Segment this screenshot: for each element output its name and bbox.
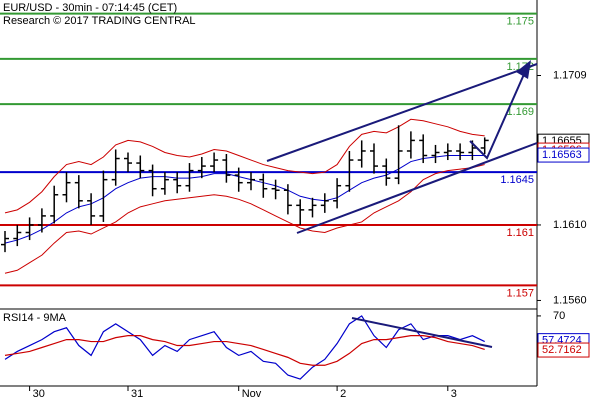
level-label: 1.1645 [500, 174, 534, 186]
x-tick-label: 31 [131, 388, 143, 400]
overlay-line [4, 118, 485, 214]
price-tag [537, 147, 590, 163]
channel-lower [296, 142, 538, 234]
x-tick-label: 2 [340, 388, 346, 400]
rsi-tick-label: 70 [553, 310, 565, 322]
forecast-arrow [469, 71, 526, 160]
x-tick-label: 3 [451, 388, 457, 400]
x-tick-label: 30 [33, 388, 45, 400]
arrow-head [516, 60, 531, 79]
marks: 1.1751.1721.1691.16451.1611.1571.17091.1… [0, 12, 590, 400]
level-label: 1.175 [506, 15, 534, 27]
rsi-tag [537, 342, 590, 358]
rsi-trendline [351, 317, 493, 348]
rsi-line [4, 315, 485, 380]
channel-upper [266, 63, 538, 162]
y-tick-label: 1.1610 [553, 219, 587, 231]
rsi-line [4, 335, 485, 366]
x-tick-label: Nov [242, 388, 262, 400]
chart-subtitle: Research © 2017 TRADING CENTRAL [3, 15, 196, 27]
level-label: 1.169 [506, 106, 534, 118]
level-label: 1.157 [506, 287, 534, 299]
y-tick-label: 1.1709 [553, 69, 587, 81]
overlay-line [4, 155, 485, 244]
overlay-line [4, 164, 485, 274]
rsi-label: RSI14 - 9MA [3, 312, 67, 324]
level-label: 1.161 [506, 227, 534, 239]
rsi-tag-label: 52.7162 [542, 344, 582, 356]
y-tick-label: 1.1560 [553, 294, 587, 306]
chart-title: EUR/USD - 30min - 07:14:45 (CET) [3, 2, 177, 14]
price-tag-label: 1.16563 [542, 149, 582, 161]
